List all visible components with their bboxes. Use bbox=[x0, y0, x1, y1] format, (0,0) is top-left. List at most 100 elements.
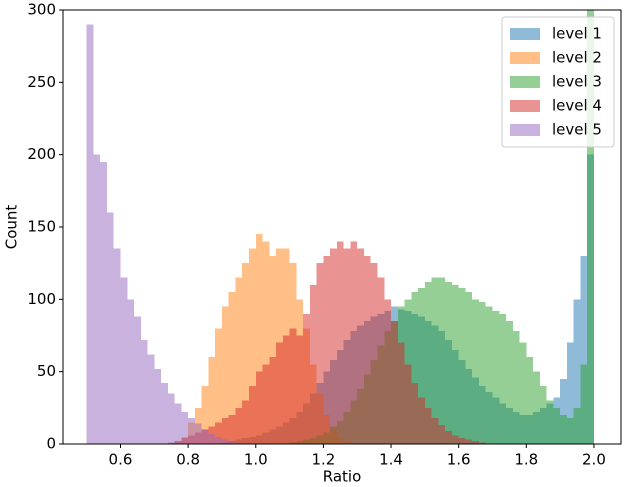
histogram-bar bbox=[526, 357, 534, 444]
histogram-bar bbox=[587, 10, 594, 444]
y-tick-label: 100 bbox=[27, 290, 56, 308]
histogram-bar bbox=[289, 328, 297, 444]
histogram-bar bbox=[472, 299, 479, 444]
y-axis-label: Count bbox=[3, 205, 21, 250]
y-tick-label: 50 bbox=[37, 362, 56, 380]
histogram-bar bbox=[249, 386, 256, 444]
histogram-bar bbox=[208, 357, 216, 444]
histogram-bar bbox=[377, 277, 385, 444]
histogram-bar bbox=[262, 364, 270, 444]
histogram-bar bbox=[228, 292, 236, 444]
histogram-bar bbox=[336, 241, 344, 444]
histogram-bar bbox=[215, 328, 222, 444]
histogram-bar bbox=[384, 299, 392, 444]
histogram-bar bbox=[458, 287, 466, 444]
y-tick-label: 0 bbox=[46, 435, 56, 453]
histogram-bar bbox=[472, 441, 479, 444]
legend-label: level 1 bbox=[552, 25, 602, 43]
histogram-bar bbox=[309, 284, 317, 444]
histogram-bar bbox=[391, 321, 398, 444]
histogram-bar bbox=[546, 400, 554, 444]
histogram-bar bbox=[276, 342, 283, 444]
histogram-bar bbox=[404, 364, 412, 444]
histogram-bar bbox=[188, 417, 195, 444]
x-tick-label: 0.8 bbox=[176, 451, 200, 469]
histogram-bar bbox=[201, 386, 209, 444]
histogram-bar bbox=[242, 263, 249, 444]
legend-swatch bbox=[510, 28, 540, 40]
histogram-bar bbox=[519, 342, 527, 444]
histogram-bar bbox=[553, 407, 561, 444]
histogram-bar bbox=[120, 277, 128, 444]
histogram-bar bbox=[269, 357, 277, 444]
histogram-bar bbox=[228, 441, 236, 444]
histogram-bar bbox=[113, 248, 121, 444]
histogram-bar bbox=[106, 212, 114, 444]
histogram-bar bbox=[215, 436, 222, 444]
histogram-bar bbox=[512, 331, 520, 444]
legend-label: level 4 bbox=[552, 97, 602, 115]
histogram-bar bbox=[303, 313, 310, 444]
histogram-bar bbox=[566, 342, 574, 444]
histogram-bar bbox=[465, 439, 473, 444]
histogram-bar bbox=[424, 281, 432, 444]
histogram-bar bbox=[316, 263, 324, 444]
legend-swatch bbox=[510, 124, 540, 136]
legend-swatch bbox=[510, 52, 540, 64]
histogram-bar bbox=[330, 248, 337, 444]
histogram-bar bbox=[418, 397, 425, 444]
x-tick-label: 1.6 bbox=[447, 451, 471, 469]
histogram-bar bbox=[93, 154, 101, 444]
histogram-bar bbox=[221, 306, 229, 444]
histogram-bar bbox=[255, 234, 263, 444]
histogram-bar bbox=[370, 263, 378, 444]
histogram-bar bbox=[174, 403, 182, 444]
histogram-bar bbox=[431, 417, 439, 444]
histogram-bar bbox=[560, 378, 567, 444]
histogram-bar bbox=[282, 335, 290, 444]
histogram-bar bbox=[215, 422, 222, 444]
legend-label: level 5 bbox=[552, 121, 602, 139]
histogram-bar bbox=[262, 241, 270, 444]
histogram-bar bbox=[323, 255, 331, 444]
legend-label: level 2 bbox=[552, 49, 602, 67]
histogram-bar bbox=[235, 442, 243, 444]
histogram-bar bbox=[154, 368, 162, 444]
histogram-bar bbox=[499, 313, 507, 444]
histogram-bar bbox=[350, 241, 358, 444]
plot-area bbox=[86, 10, 594, 444]
histogram-bar bbox=[127, 299, 135, 444]
histogram-bar bbox=[451, 435, 459, 444]
histogram-bar bbox=[255, 371, 263, 444]
histogram-bar bbox=[194, 423, 202, 444]
histogram-bar bbox=[445, 281, 452, 444]
y-tick-label: 150 bbox=[27, 218, 56, 236]
histogram-bar bbox=[580, 364, 588, 444]
x-tick-label: 2.0 bbox=[582, 451, 606, 469]
histogram-bar bbox=[397, 342, 405, 444]
histogram-bar bbox=[235, 277, 243, 444]
histogram-bar bbox=[296, 335, 304, 444]
legend-swatch bbox=[510, 76, 540, 88]
x-tick-label: 1.4 bbox=[379, 451, 403, 469]
histogram-bar bbox=[573, 299, 581, 444]
histogram-bar bbox=[167, 393, 175, 444]
histogram-bar bbox=[458, 438, 466, 444]
y-tick-label: 200 bbox=[27, 145, 56, 163]
histogram-bar bbox=[269, 255, 277, 444]
histogram-bar bbox=[485, 306, 493, 444]
histogram-bar bbox=[506, 321, 513, 444]
histogram-bar bbox=[208, 433, 216, 444]
x-tick-label: 1.2 bbox=[311, 451, 335, 469]
histogram-bar bbox=[411, 383, 419, 444]
histogram-bar bbox=[478, 442, 486, 444]
histogram-bar bbox=[161, 383, 168, 444]
y-tick-label: 250 bbox=[27, 73, 56, 91]
x-tick-label: 1.0 bbox=[244, 451, 268, 469]
histogram-bar bbox=[201, 429, 209, 444]
histogram-bar bbox=[451, 284, 459, 444]
histogram-bar bbox=[580, 255, 588, 444]
histogram-bar bbox=[357, 248, 364, 444]
y-tick-label: 300 bbox=[27, 1, 56, 19]
